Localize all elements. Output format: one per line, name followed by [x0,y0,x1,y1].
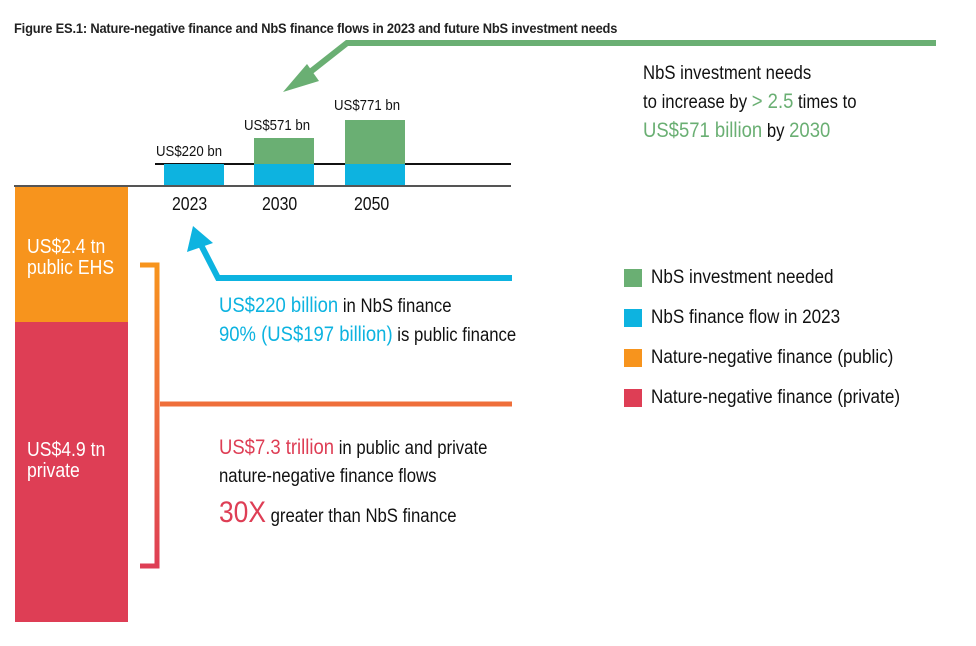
needs-line3: US$571 billion by 2030 [643,117,857,146]
negative-line1: US$7.3 trillion in public and private [219,434,487,463]
bar-label-2050: US$771 bn [334,97,401,114]
needs-line3-mid: by [762,121,790,142]
year-label-2023: 2023 [172,194,208,214]
legend: NbS investment needed NbS finance flow i… [624,267,928,408]
bracket-icon [140,262,160,569]
needs-line1: NbS investment needs [643,63,812,84]
legend-swatch-green [624,269,642,287]
bar-2023-flow [164,164,224,185]
year-label-2050: 2050 [354,194,390,214]
negative-line1-post: in public and private [334,438,488,459]
flow-public-share: 90% (US$197 billion) [219,323,393,346]
needs-line2-post: times to [793,92,857,113]
private-label: private [27,460,80,482]
bar-2030-flow [254,164,314,185]
bar-label-2030: US$571 bn [244,117,311,134]
needs-line2-pre: to increase by [643,92,752,113]
needs-year: 2030 [789,119,831,142]
negative-multiplier: 30X [219,496,266,529]
legend-label: Nature-negative finance (private) [651,387,901,408]
bar-2030-needed [254,138,314,164]
private-negative-finance-block: US$4.9 tn private [15,322,128,622]
year-label-2030: 2030 [262,194,298,214]
public-label: public EHS [27,257,115,279]
needs-amount: US$571 billion [643,119,763,142]
bar-2050-needed [345,120,405,164]
negative-line2: nature-negative finance flows [219,466,437,487]
legend-label: NbS investment needed [651,267,834,288]
flow-line1: US$220 billion in NbS finance [219,292,516,321]
needs-line2: to increase by > 2.5 times to [643,88,857,117]
public-amount: US$2.4 tn [27,236,106,258]
private-amount: US$4.9 tn [27,439,106,461]
bar-label-2023: US$220 bn [156,143,223,160]
legend-item-negative-private: Nature-negative finance (private) [624,387,928,408]
legend-label: NbS finance flow in 2023 [651,307,841,328]
legend-item-nbs-needed: NbS investment needed [624,267,928,288]
negative-line3: 30X greater than NbS finance [219,496,487,531]
flow-line2-post: is public finance [392,325,517,346]
negative-annotation: US$7.3 trillion in public and private na… [219,434,487,531]
flow-line2: 90% (US$197 billion) is public finance [219,321,516,350]
flow-line1-post: in NbS finance [338,296,452,317]
bar-2050-flow [345,164,405,185]
legend-label: Nature-negative finance (public) [651,347,894,368]
legend-swatch-blue [624,309,642,327]
needs-annotation: NbS investment needs to increase by > 2.… [643,60,857,146]
green-arrow-icon [283,40,936,92]
blue-arrow-icon [187,226,512,281]
legend-swatch-orange [624,349,642,367]
legend-item-nbs-flow: NbS finance flow in 2023 [624,307,928,328]
needs-multiplier: > 2.5 [751,90,794,113]
negative-amount: US$7.3 trillion [219,436,335,459]
figure-title: Figure ES.1: Nature-negative finance and… [14,20,618,36]
public-negative-finance-block: US$2.4 tn public EHS [15,187,128,322]
legend-swatch-red [624,389,642,407]
legend-item-negative-public: Nature-negative finance (public) [624,347,928,368]
negative-line3-post: greater than NbS finance [265,506,457,527]
flow-annotation: US$220 billion in NbS finance 90% (US$19… [219,292,516,350]
flow-amount: US$220 billion [219,294,339,317]
